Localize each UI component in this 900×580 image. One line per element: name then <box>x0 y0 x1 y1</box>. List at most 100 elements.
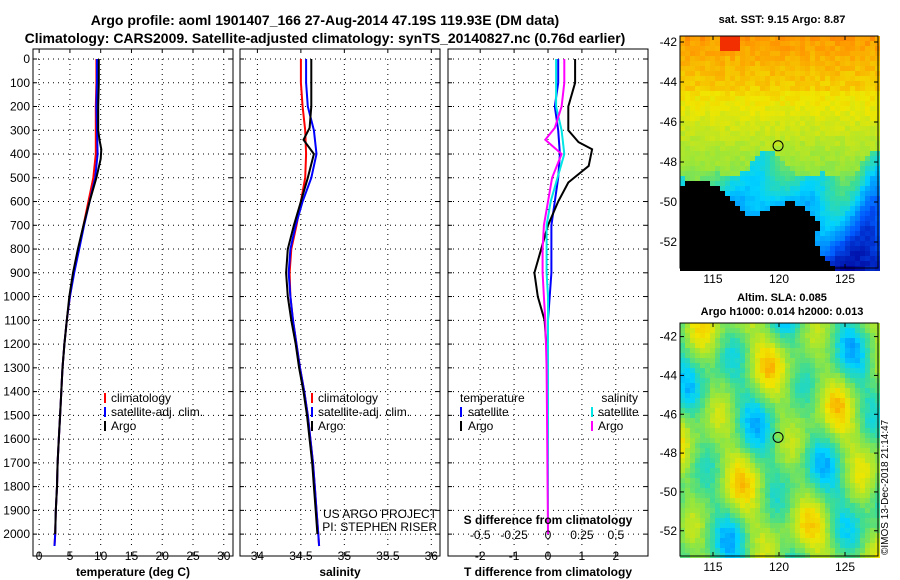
map-cell <box>855 468 860 473</box>
map-cell <box>770 473 775 478</box>
map-cell <box>750 71 755 76</box>
map-cell <box>805 116 810 121</box>
map-cell <box>730 211 735 216</box>
map-cell <box>830 181 835 186</box>
map-cell <box>705 403 710 408</box>
map-cell <box>830 378 835 383</box>
map-cell <box>835 518 840 523</box>
map-cell <box>805 211 810 216</box>
map-cell <box>815 111 820 116</box>
map-cell <box>720 363 725 368</box>
map-cell <box>835 171 840 176</box>
map-cell <box>760 383 765 388</box>
map-cell <box>730 96 735 101</box>
map-cell <box>810 408 815 413</box>
map-cell <box>760 413 765 418</box>
map-cell <box>860 181 865 186</box>
map-cell <box>810 398 815 403</box>
map-cell <box>705 46 710 51</box>
map-cell <box>735 448 740 453</box>
map-cell <box>870 156 875 161</box>
map-cell <box>845 453 850 458</box>
map-cell <box>730 423 735 428</box>
map-cell <box>760 488 765 493</box>
map-cell <box>720 246 725 251</box>
map-cell <box>785 468 790 473</box>
map-cell <box>740 498 745 503</box>
map-cell <box>850 493 855 498</box>
map-cell <box>735 518 740 523</box>
map-cell <box>870 111 875 116</box>
map-cell <box>735 478 740 483</box>
map-cell <box>850 176 855 181</box>
map-cell <box>840 176 845 181</box>
map-cell <box>780 488 785 493</box>
map-cell <box>755 453 760 458</box>
map-cell <box>730 146 735 151</box>
map-cell <box>840 36 845 41</box>
map-cell <box>695 413 700 418</box>
map-cell <box>850 528 855 533</box>
map-cell <box>725 101 730 106</box>
difference-series-salinity-satellite <box>545 59 566 535</box>
map-cell <box>820 328 825 333</box>
map-cell <box>740 323 745 328</box>
map-cell <box>765 71 770 76</box>
map-cell <box>820 166 825 171</box>
map-cell <box>785 498 790 503</box>
map-cell <box>760 36 765 41</box>
map-cell <box>760 126 765 131</box>
map-cell <box>735 508 740 513</box>
map-cell <box>715 428 720 433</box>
map-cell <box>845 533 850 538</box>
map-cell <box>840 171 845 176</box>
map-cell <box>855 126 860 131</box>
map-cell <box>815 101 820 106</box>
map-cell <box>830 101 835 106</box>
map-cell <box>705 388 710 393</box>
map-cell <box>825 328 830 333</box>
map-cell <box>820 348 825 353</box>
map-cell <box>755 131 760 136</box>
map-cell <box>845 191 850 196</box>
map-cell <box>865 161 870 166</box>
map-cell <box>800 483 805 488</box>
map-cell <box>750 61 755 66</box>
map-cell <box>695 483 700 488</box>
map-cell <box>770 463 775 468</box>
map-cell <box>870 126 875 131</box>
map-cell <box>790 246 795 251</box>
map-cell <box>715 513 720 518</box>
map-cell <box>745 533 750 538</box>
map-cell <box>790 141 795 146</box>
map-cell <box>775 523 780 528</box>
map-cell <box>840 151 845 156</box>
map-cell <box>740 221 745 226</box>
map-cell <box>750 231 755 236</box>
map-cell <box>720 378 725 383</box>
map-cell <box>790 428 795 433</box>
map-cell <box>735 96 740 101</box>
map-cell <box>805 348 810 353</box>
map-cell <box>720 71 725 76</box>
map-cell <box>840 478 845 483</box>
map-cell <box>865 101 870 106</box>
map-cell <box>835 323 840 328</box>
map-cell <box>835 201 840 206</box>
map-cell <box>715 368 720 373</box>
map-cell <box>795 56 800 61</box>
map-cell <box>720 528 725 533</box>
map-cell <box>860 493 865 498</box>
map-cell <box>725 483 730 488</box>
map-cell <box>715 161 720 166</box>
map-cell <box>740 251 745 256</box>
map-cell <box>725 343 730 348</box>
map-cell <box>865 76 870 81</box>
map-cell <box>820 261 825 266</box>
map-cell <box>700 438 705 443</box>
map-cell <box>830 323 835 328</box>
map-cell <box>790 328 795 333</box>
map-cell <box>755 538 760 543</box>
map-cell <box>840 388 845 393</box>
map-cell <box>855 251 860 256</box>
